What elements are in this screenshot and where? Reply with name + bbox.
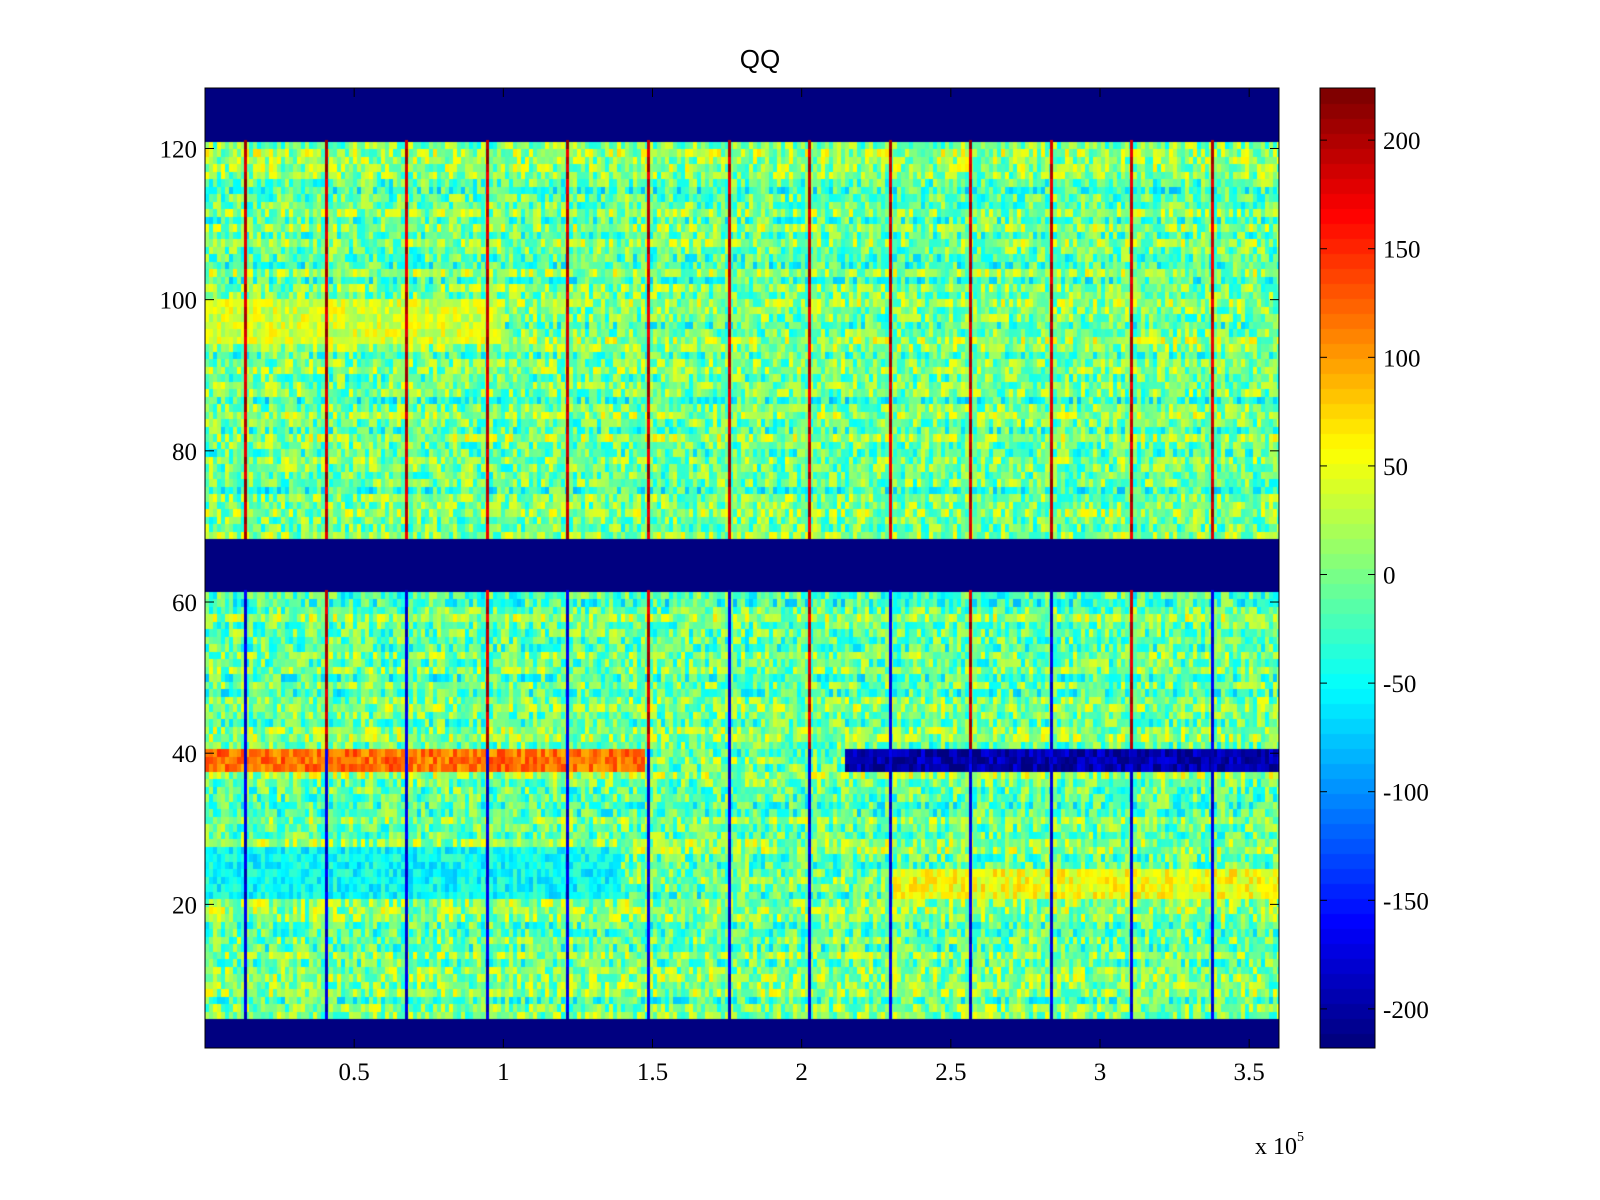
colorbar-tick-label: 50 xyxy=(1383,454,1408,481)
x-tick-label: 3.5 xyxy=(1234,1059,1265,1086)
plot-frame xyxy=(204,87,1280,1049)
colorbar-tick-label: -150 xyxy=(1383,888,1429,915)
x-tick-label: 2 xyxy=(795,1059,808,1086)
x-tick-label: 0.5 xyxy=(339,1059,370,1086)
colorbar-frame xyxy=(1319,87,1376,1049)
colorbar-tick-label: 200 xyxy=(1383,128,1421,155)
colorbar-tick-label: -50 xyxy=(1383,671,1416,698)
colorbar-tick-label: 100 xyxy=(1383,345,1421,372)
y-tick-label: 80 xyxy=(172,439,197,466)
x-axis-multiplier-base: x 10 xyxy=(1255,1134,1297,1160)
x-tick-label: 2.5 xyxy=(935,1059,966,1086)
x-axis-multiplier: x 105 xyxy=(1255,1130,1304,1161)
colorbar-tick-label: -200 xyxy=(1383,997,1429,1024)
colorbar-tick-label: -100 xyxy=(1383,780,1429,807)
y-tick-label: 40 xyxy=(172,741,197,768)
x-tick-label: 1.5 xyxy=(637,1059,668,1086)
colorbar-gradient xyxy=(1320,88,1375,1048)
x-tick-label: 1 xyxy=(497,1059,510,1086)
chart-title: QQ xyxy=(739,44,781,74)
heatmap-plot xyxy=(205,88,1279,1048)
x-axis-multiplier-exponent: 5 xyxy=(1297,1130,1304,1145)
colorbar-tick-label: 150 xyxy=(1383,237,1421,264)
y-tick-label: 60 xyxy=(172,590,197,617)
x-tick-label: 3 xyxy=(1094,1059,1107,1086)
y-tick-label: 120 xyxy=(160,136,198,163)
y-tick-label: 100 xyxy=(160,288,198,315)
colorbar-tick-label: 0 xyxy=(1383,563,1396,590)
y-tick-label: 20 xyxy=(172,892,197,919)
